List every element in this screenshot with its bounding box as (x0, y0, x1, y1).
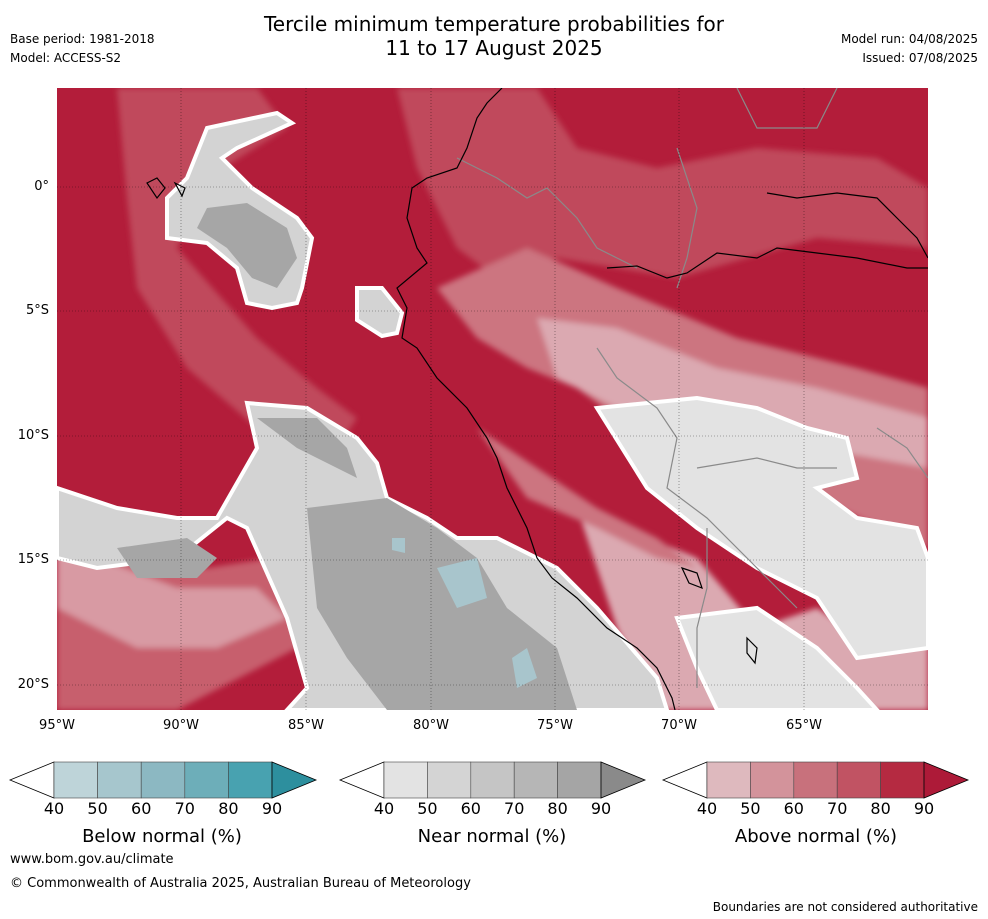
above-colorbar-box (706, 761, 751, 799)
near-colorbar-box (427, 761, 472, 799)
near-colorbar-label: 90 (590, 799, 612, 818)
lat-tick-5s: 5°S (25, 303, 49, 318)
above-colorbar-under-triangle (661, 761, 708, 799)
near-colorbar-box (557, 761, 602, 799)
below-colorbar-label: 60 (131, 799, 152, 818)
base-period-label: Base period: 1981-2018 (10, 32, 155, 46)
below-normal-patch-3 (392, 538, 405, 553)
above-band-50 (537, 318, 928, 468)
above-band-60-70 (117, 88, 357, 448)
below-normal-patch-1 (437, 558, 487, 608)
near-colorbar-box (470, 761, 515, 799)
near-colorbar-over-triangle (600, 761, 647, 799)
near-normal-area-east (593, 395, 930, 661)
above-colorbar-label: 40 (696, 799, 718, 818)
disclaimer-label: Boundaries are not considered authoritat… (712, 900, 978, 914)
website-label: www.bom.gov.au/climate (10, 852, 174, 867)
below-colorbar-label: 50 (87, 799, 108, 818)
above-band-north (397, 88, 928, 278)
below-colorbar-box (53, 761, 98, 799)
near-normal-title: Near normal (%) (417, 826, 567, 847)
lon-tick-95w: 95°W (39, 718, 75, 733)
lon-tick-85w: 85°W (288, 718, 324, 733)
map-title: Tercile minimum temperature probabilitie… (0, 12, 988, 60)
lon-tick-70w: 70°W (661, 718, 697, 733)
near-normal-core-galapagos (197, 203, 297, 288)
model-run-label: Model run: 04/08/2025 (840, 32, 978, 46)
lon-tick-90w: 90°W (163, 718, 199, 733)
above-colorbar-over-triangle (923, 761, 970, 799)
near-normal-area-bolivia (674, 605, 882, 712)
near-colorbar-box (513, 761, 558, 799)
above-colorbar-label: 90 (913, 799, 935, 818)
above-colorbar-label: 70 (827, 799, 848, 818)
near-colorbar-label: 70 (504, 799, 525, 818)
above-colorbar-box (880, 761, 925, 799)
lon-tick-80w: 80°W (413, 718, 449, 733)
issued-label: Issued: 07/08/2025 (862, 51, 978, 65)
lat-tick-10s: 10°S (17, 428, 49, 443)
below-colorbar-under-triangle (8, 761, 55, 799)
near-normal-core-2 (307, 498, 577, 710)
coastline (146, 87, 929, 711)
near-colorbar-label: 60 (460, 799, 481, 818)
above-band-coast (477, 428, 697, 568)
above-colorbar-label: 60 (783, 799, 804, 818)
below-colorbar-over-triangle (271, 761, 318, 799)
below-normal-title: Below normal (%) (82, 826, 242, 847)
lat-tick-20s: 20°S (17, 677, 49, 692)
below-normal-patch-2 (512, 648, 537, 688)
above-colorbar-label: 80 (870, 799, 891, 818)
near-colorbar-box (383, 761, 428, 799)
near-normal-core-3 (117, 538, 217, 578)
above-colorbar-box (793, 761, 838, 799)
near-normal-small-area (355, 286, 405, 339)
below-colorbar-box (184, 761, 229, 799)
lat-tick-0: 0° (34, 179, 49, 194)
colorbars (8, 761, 970, 799)
below-colorbar-label: 40 (43, 799, 65, 818)
above-normal-title: Above normal (%) (734, 826, 898, 847)
below-colorbar-label: 70 (174, 799, 195, 818)
lon-tick-75w: 75°W (537, 718, 573, 733)
near-colorbar-label: 40 (373, 799, 395, 818)
title-line-2: 11 to 17 August 2025 (385, 36, 603, 60)
near-normal-core-1 (257, 418, 357, 478)
map-canvas (55, 87, 930, 712)
lon-tick-65w: 65°W (786, 718, 822, 733)
below-colorbar-label: 90 (261, 799, 283, 818)
lat-tick-15s: 15°S (17, 552, 49, 567)
below-colorbar-box (228, 761, 273, 799)
above-colorbar-label: 50 (740, 799, 761, 818)
above-colorbar-box (750, 761, 795, 799)
country-boundaries (456, 87, 929, 688)
above-colorbar-box (836, 761, 881, 799)
below-colorbar-box (97, 761, 142, 799)
below-colorbar-box (140, 761, 186, 799)
copyright-label: © Commonwealth of Australia 2025, Austra… (10, 876, 471, 891)
title-line-1: Tercile minimum temperature probabilitie… (263, 12, 725, 36)
graticule (57, 88, 928, 710)
near-colorbar-label: 80 (547, 799, 568, 818)
model-label: Model: ACCESS-S2 (10, 51, 122, 65)
near-colorbar-under-triangle (338, 761, 385, 799)
near-colorbar-label: 50 (417, 799, 438, 818)
below-colorbar-label: 80 (218, 799, 239, 818)
probability-map (55, 87, 930, 712)
